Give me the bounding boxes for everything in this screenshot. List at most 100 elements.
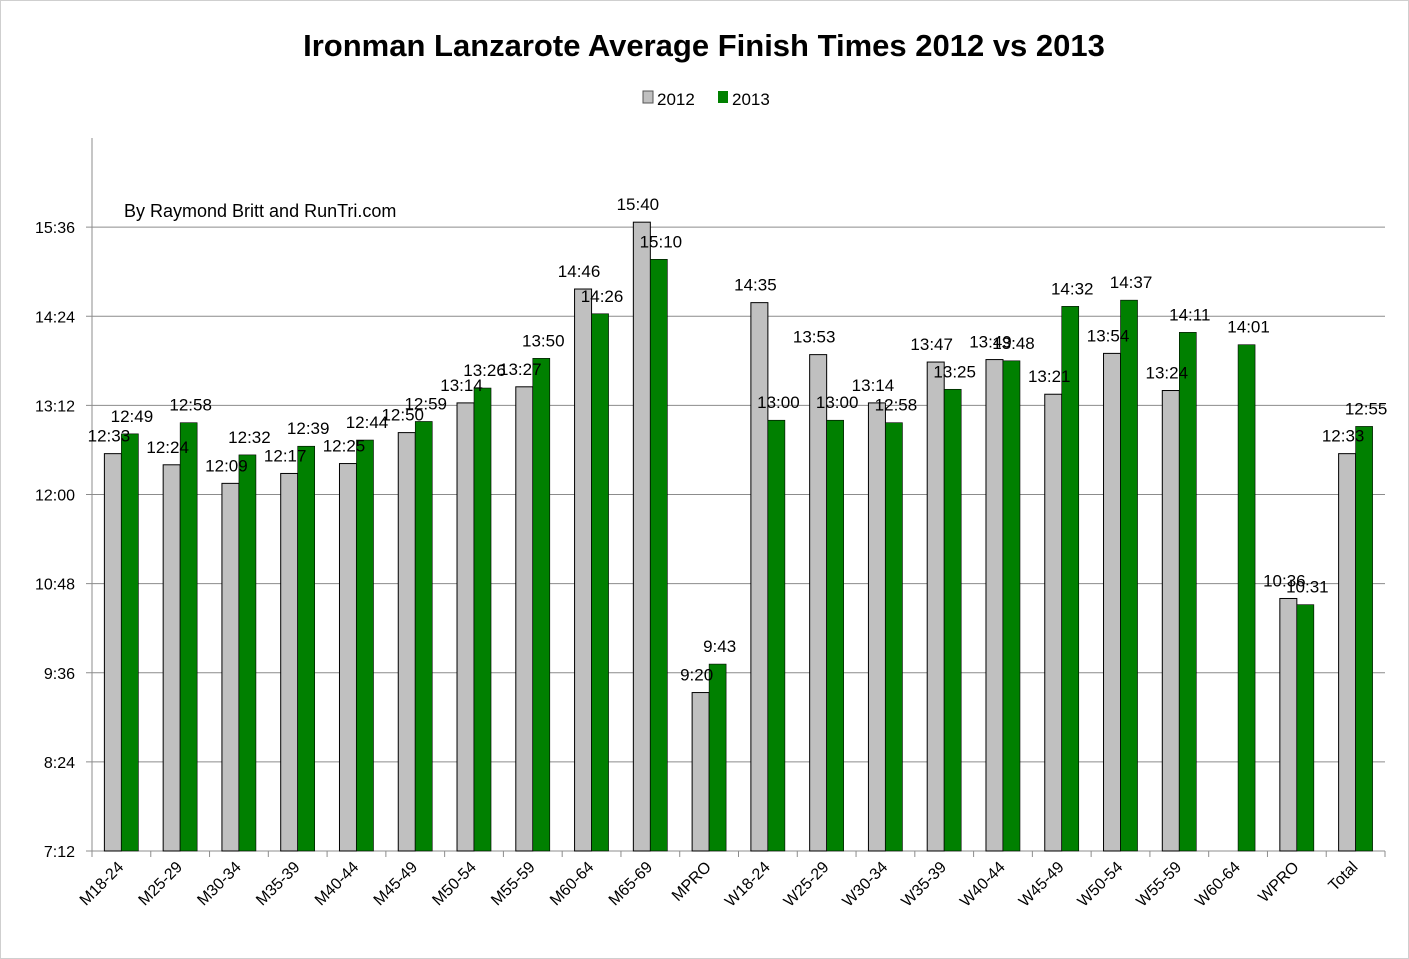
- bar-2012: [338, 463, 357, 852]
- y-tick-label: 7:12: [44, 844, 75, 861]
- x-tick-label: M50-54: [429, 859, 479, 909]
- y-tick-label: 13:12: [35, 398, 75, 415]
- bar-2013: [1002, 360, 1021, 852]
- bar-2013: [885, 422, 903, 852]
- bar-2012: [985, 359, 1004, 852]
- y-tick-label: 12:00: [35, 488, 75, 505]
- x-tick-label: M55-59: [488, 859, 538, 909]
- x-tick-label: W30-34: [840, 859, 892, 911]
- bar-2012: [1279, 597, 1298, 852]
- data-label-2012: 13:21: [1028, 367, 1071, 386]
- x-tick-label: M45-49: [371, 859, 421, 909]
- bar-2013: [826, 419, 844, 852]
- bar-2012: [926, 361, 945, 852]
- data-label-2012: 12:24: [146, 438, 189, 457]
- data-label-2012: 12:17: [264, 446, 307, 465]
- data-label-2013: 14:01: [1227, 318, 1270, 337]
- data-label-2012: 12:50: [381, 406, 424, 425]
- data-label-2013: 12:49: [111, 407, 154, 426]
- bar-2013: [532, 358, 551, 852]
- bar-2013: [1061, 306, 1080, 852]
- x-tick-label: M35-39: [253, 859, 303, 909]
- data-label-2013: 13:50: [522, 331, 565, 350]
- data-label-2012: 12:33: [88, 427, 131, 446]
- data-label-2012: 10:36: [1263, 571, 1306, 590]
- chart-annotation: By Raymond Britt and RunTri.com: [124, 201, 396, 221]
- x-tick-label: M40-44: [312, 859, 362, 909]
- bar-2012: [867, 402, 886, 852]
- data-label-2013: 12:58: [875, 396, 918, 415]
- x-tick-label: W35-39: [898, 859, 950, 911]
- x-tick-label: M65-69: [606, 859, 656, 909]
- bar-2012: [397, 432, 416, 852]
- data-labels: 12:3312:4912:2412:5812:0912:3212:1712:39…: [88, 195, 1388, 684]
- bar-2013: [943, 388, 962, 852]
- legend-swatch: [718, 91, 728, 103]
- bar-2012: [456, 402, 475, 852]
- x-tick-label: M25-29: [136, 859, 186, 909]
- legend-label: 2012: [657, 90, 695, 109]
- bar-2012: [280, 472, 299, 852]
- data-label-2012: 13:24: [1146, 364, 1189, 383]
- y-tick-label: 15:36: [35, 220, 75, 237]
- x-tick-label: M60-64: [547, 859, 597, 909]
- bar-2013: [356, 439, 374, 852]
- bar-2012: [809, 354, 828, 852]
- data-label-2012: 13:54: [1087, 326, 1130, 345]
- bar-2013: [767, 419, 786, 852]
- x-tick-label: Total: [1326, 859, 1362, 895]
- x-tick-labels: M18-24 M25-29 M30-34 M35-39 M40-44 M45-49 M50-…: [77, 859, 1362, 911]
- data-label-2013: 12:55: [1345, 399, 1388, 418]
- x-tick-label: W50-54: [1075, 859, 1127, 911]
- data-label-2012: 12:09: [205, 456, 248, 475]
- data-label-2013: 14:26: [581, 287, 624, 306]
- bar-2012: [691, 692, 710, 852]
- legend-swatch: [642, 90, 654, 104]
- data-label-2013: 14:11: [1169, 305, 1210, 324]
- legend-label: 2013: [732, 90, 770, 109]
- data-label-2013: 13:25: [933, 362, 976, 381]
- chart-title: Ironman Lanzarote Average Finish Times 2…: [303, 28, 1105, 63]
- data-label-2013: 15:10: [640, 232, 683, 251]
- y-tick-label: 9:36: [44, 666, 75, 683]
- x-tick-label: W60-64: [1192, 859, 1244, 911]
- bar-2013: [297, 445, 316, 852]
- data-label-2013: 12:58: [169, 396, 212, 415]
- bar-2012: [103, 453, 122, 852]
- bar-2012: [1044, 393, 1063, 852]
- data-label-2012: 13:49: [969, 333, 1012, 352]
- bar-2012: [221, 482, 240, 852]
- data-label-2013: 12:44: [346, 413, 389, 432]
- data-label-2013: 12:32: [228, 428, 271, 447]
- data-label-2012: 13:14: [440, 376, 483, 395]
- x-tick-label: MPRO: [669, 859, 715, 905]
- data-label-2013: 12:59: [404, 394, 447, 413]
- bar-2012: [515, 386, 534, 852]
- bar-2012: [632, 221, 651, 852]
- bar-2013: [708, 663, 727, 852]
- data-label-2012: 15:40: [617, 195, 660, 214]
- data-label-2012: 13:27: [499, 360, 542, 379]
- bar-2013: [1120, 299, 1138, 852]
- bar-2012: [1161, 390, 1180, 852]
- bar-2013: [238, 454, 257, 852]
- bar-2012: [162, 464, 181, 852]
- data-label-2012: 12:25: [323, 437, 366, 456]
- legend: 2012 2013: [642, 90, 770, 109]
- data-label-2013: 10:31: [1286, 578, 1329, 597]
- data-label-2013: 13:00: [816, 393, 859, 412]
- data-label-2012: 9:20: [680, 666, 713, 685]
- x-tick-label: WPRO: [1255, 859, 1302, 906]
- x-tick-label: W45-49: [1016, 859, 1068, 911]
- data-label-2012: 13:14: [852, 376, 895, 395]
- bar-2013: [1296, 604, 1315, 852]
- bar-2013: [1355, 426, 1373, 852]
- bar-2012: [574, 288, 593, 852]
- bar-2013: [121, 433, 139, 852]
- y-tick-label: 14:24: [35, 309, 75, 326]
- data-label-2012: 12:33: [1322, 427, 1365, 446]
- bar-2013: [179, 422, 198, 852]
- x-tick-label: W25-29: [781, 859, 833, 911]
- y-tick-labels: 7:12 8:24 9:36 10:48 12:00 13:12 14:24 15:36: [35, 220, 75, 861]
